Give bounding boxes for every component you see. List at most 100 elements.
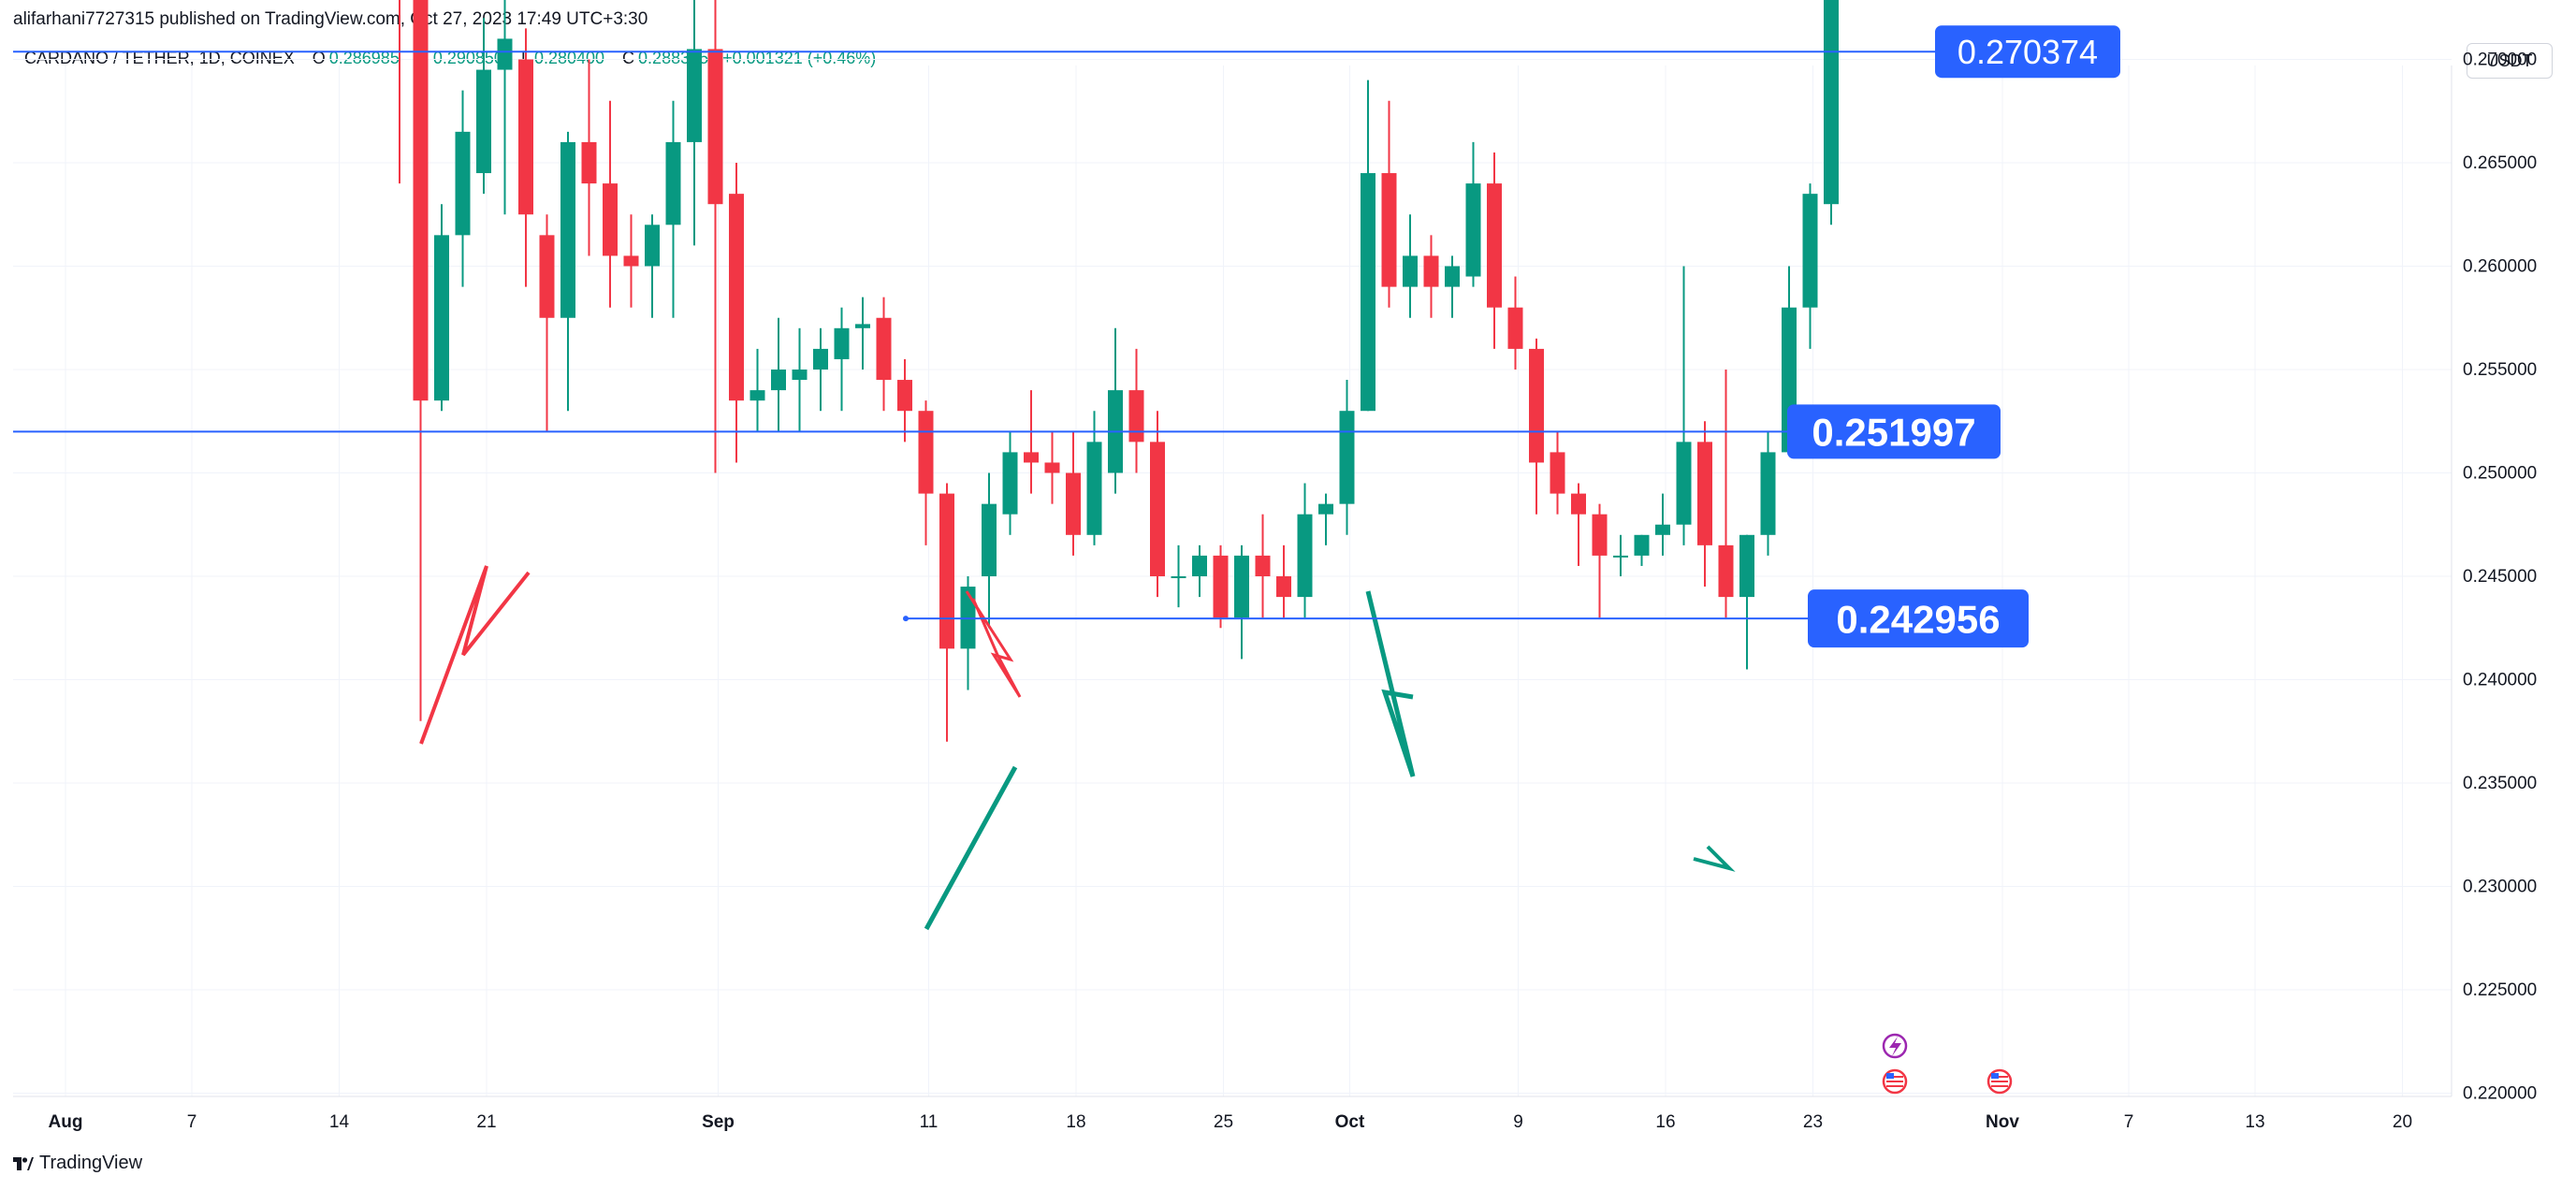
candle-body xyxy=(1339,411,1355,504)
candle-body xyxy=(1213,555,1229,618)
candle-body xyxy=(1465,183,1481,277)
candle xyxy=(1550,431,1565,515)
level-label: 0.251997 xyxy=(1812,410,1975,454)
x-tick-label: 7 xyxy=(2124,1112,2134,1132)
candle xyxy=(1802,183,1818,349)
candle-body xyxy=(897,380,912,412)
candle xyxy=(1423,235,1439,318)
y-tick-label: 0.225000 xyxy=(2463,980,2537,1000)
x-tick-label: 16 xyxy=(1655,1112,1675,1132)
candle-body xyxy=(1445,266,1460,287)
x-tick-label: Sep xyxy=(702,1112,735,1132)
level-label: 0.270374 xyxy=(1957,33,2098,71)
candle-body xyxy=(455,131,471,236)
candle xyxy=(623,214,639,308)
level-line-group: 0.251997 xyxy=(13,404,2001,459)
candle-body xyxy=(1634,534,1650,556)
pattern-drawings xyxy=(419,565,1736,931)
candle xyxy=(1276,544,1291,618)
candle-body xyxy=(687,49,702,142)
candle xyxy=(455,90,471,287)
candle xyxy=(497,0,513,215)
candle xyxy=(1718,370,1734,618)
candle xyxy=(560,131,575,412)
candle-body xyxy=(1066,472,1081,535)
candle xyxy=(1487,152,1502,349)
candle xyxy=(939,483,954,742)
candle xyxy=(729,163,744,463)
level-label-box xyxy=(1935,25,2120,79)
candlestick-series xyxy=(399,0,1839,742)
candle-body xyxy=(1487,183,1502,308)
candle-body xyxy=(918,411,934,494)
brand-name: TradingView xyxy=(39,1153,143,1173)
candle-body xyxy=(1024,452,1039,463)
candle-body xyxy=(1592,514,1608,556)
candle-body xyxy=(581,141,597,184)
candle-body xyxy=(1361,173,1375,412)
symbol-name[interactable]: CARDANO / TETHER, 1D, COINEX xyxy=(24,49,295,67)
x-tick-label: 9 xyxy=(1513,1112,1523,1132)
candle-body xyxy=(413,0,429,401)
x-tick-label: 23 xyxy=(1803,1112,1823,1132)
candle xyxy=(1739,534,1754,670)
candle xyxy=(1655,493,1670,556)
candle xyxy=(1571,483,1586,566)
candle-body xyxy=(939,493,954,649)
y-tick-label: 0.240000 xyxy=(2463,671,2537,690)
candle-body xyxy=(1507,307,1523,349)
x-tick-label: 14 xyxy=(329,1112,350,1132)
candle xyxy=(1445,255,1460,318)
candle-body xyxy=(539,235,555,318)
candle-body xyxy=(1297,514,1313,598)
x-tick-label: 11 xyxy=(920,1112,939,1132)
candle xyxy=(1613,534,1628,576)
candle-body xyxy=(1655,524,1670,535)
low-value: 0.280400 xyxy=(533,49,605,67)
trend-drawing-1 xyxy=(924,765,1018,931)
candle xyxy=(581,59,597,256)
candle-body xyxy=(497,38,513,70)
x-tick-label: 21 xyxy=(476,1112,496,1132)
axis-frame xyxy=(13,65,2452,1097)
x-tick-label: 7 xyxy=(187,1112,197,1132)
candle xyxy=(1381,100,1397,308)
candle-body xyxy=(729,194,744,401)
candle-body xyxy=(1234,555,1249,618)
candle-body xyxy=(1255,555,1271,576)
candle-body xyxy=(1718,544,1734,598)
tradingview-logo[interactable]: TradingView xyxy=(13,1153,142,1174)
candle xyxy=(1697,421,1712,588)
time-axis: Aug 7 14 21 Sep 11 18 25 Oct 9 16 23 Nov 7 13 20 xyxy=(49,1112,2413,1132)
candle-body xyxy=(1697,442,1712,545)
flag-drawing-1 xyxy=(419,565,531,745)
candle xyxy=(813,327,828,412)
candle-body xyxy=(707,49,723,205)
candle-body xyxy=(1002,452,1018,515)
candle-body xyxy=(1529,348,1544,463)
candle-body xyxy=(1171,576,1186,578)
price-axis: 0.3150000.3100000.3050000.3000000.295000… xyxy=(2463,51,2537,1104)
candle-body xyxy=(645,225,660,267)
candle xyxy=(876,297,892,412)
candle-body xyxy=(1423,255,1439,287)
x-tick-label: Aug xyxy=(49,1112,83,1132)
candle xyxy=(792,327,808,432)
open-label: O xyxy=(312,49,326,67)
candle-body xyxy=(603,183,618,256)
currency-selector[interactable]: USDT xyxy=(2467,43,2553,79)
candle xyxy=(1086,411,1102,545)
candle xyxy=(1507,276,1523,370)
candle xyxy=(1024,390,1039,494)
candle-body xyxy=(1318,503,1333,515)
candle-body xyxy=(518,59,533,215)
candle xyxy=(1634,534,1650,566)
candle-body xyxy=(792,370,808,381)
x-tick-label: 13 xyxy=(2245,1112,2264,1132)
candle xyxy=(1297,483,1313,618)
candle xyxy=(1529,338,1544,515)
candle xyxy=(1592,503,1608,618)
candle xyxy=(1234,544,1249,660)
